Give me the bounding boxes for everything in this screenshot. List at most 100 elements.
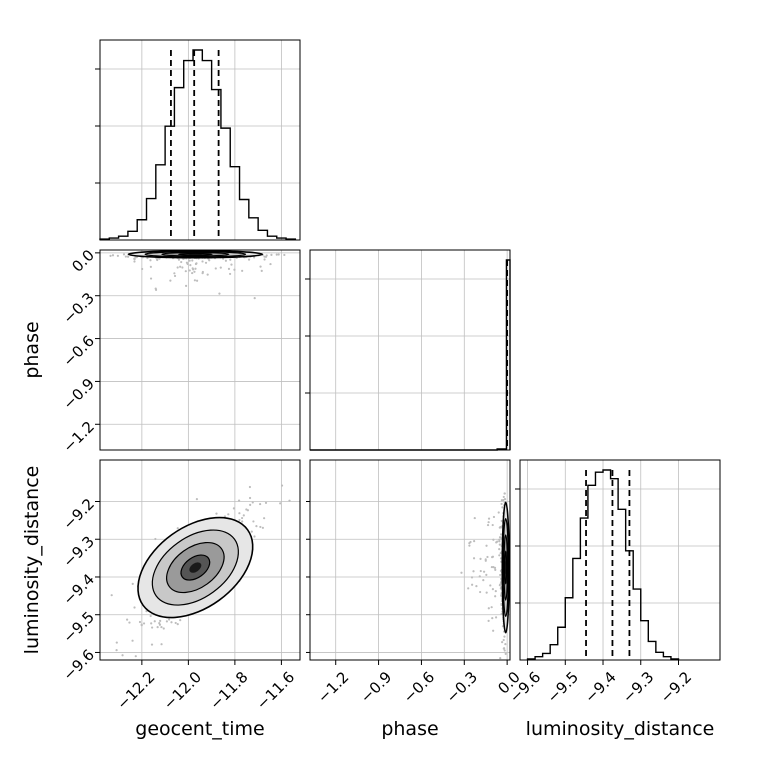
sample-point (179, 619, 182, 622)
sample-point (241, 269, 244, 272)
sample-point (238, 518, 241, 522)
density-phase-luminosity_distance (460, 492, 510, 660)
sample-point (167, 618, 171, 621)
sample-point (498, 543, 501, 546)
sample-point (482, 570, 486, 573)
sample-point (238, 512, 241, 515)
sample-point (252, 520, 255, 523)
panel-phase-luminosity_distance (309, 459, 511, 661)
sample-point (482, 579, 485, 582)
sample-point (126, 618, 129, 621)
sample-point (485, 544, 488, 547)
sample-point (498, 536, 502, 539)
sample-point (280, 484, 284, 487)
y-tick-label: 0.0 (68, 246, 98, 276)
sample-point (141, 267, 144, 271)
y-tick-label: −0.3 (60, 289, 98, 327)
sample-point (228, 272, 232, 276)
sample-point (169, 279, 172, 282)
sample-point (487, 517, 491, 520)
x-tick-label: −9.4 (581, 668, 619, 706)
sample-point (490, 606, 493, 609)
sample-point (95, 254, 97, 256)
sample-point (500, 594, 503, 597)
sample-point (498, 538, 501, 541)
x-tick-label: −0.6 (400, 668, 438, 706)
sample-point (174, 621, 177, 625)
sample-point (501, 641, 504, 644)
sample-point (499, 573, 502, 577)
sample-point (224, 259, 228, 262)
sample-point (111, 254, 115, 257)
panel-hist-phase (309, 249, 511, 451)
y-tick-label: −9.5 (60, 608, 98, 646)
sample-point (116, 254, 119, 257)
sample-point (253, 297, 256, 300)
sample-point (250, 530, 253, 533)
sample-point (503, 492, 506, 495)
sample-point (460, 571, 463, 574)
sample-point (140, 624, 143, 627)
y-tick-label: −9.3 (60, 533, 98, 571)
sample-point (208, 259, 211, 262)
sample-point (468, 544, 471, 547)
sample-point (194, 267, 197, 270)
sample-point (499, 583, 502, 586)
sample-point (184, 270, 187, 273)
sample-point (288, 499, 291, 502)
sample-point (270, 253, 273, 256)
sample-point (468, 541, 471, 545)
sample-point (233, 268, 236, 271)
sample-point (260, 269, 263, 272)
sample-point (498, 526, 501, 529)
sample-point (472, 557, 476, 560)
sample-point (484, 558, 487, 561)
sample-point (485, 573, 488, 576)
sample-point (115, 641, 118, 644)
sample-point (142, 622, 146, 625)
sample-point (247, 258, 251, 261)
sample-point (131, 639, 134, 642)
sample-point (229, 258, 232, 261)
sample-point (246, 509, 250, 512)
sample-point (134, 655, 137, 658)
sample-point (191, 259, 194, 262)
panel-geocent_time-luminosity_distance (99, 459, 301, 661)
contour-level-4 (189, 562, 202, 573)
sample-point (149, 265, 152, 268)
sample-point (485, 591, 488, 594)
x-axis-label: phase (381, 718, 438, 740)
sample-point (473, 516, 476, 520)
y-axis-label: luminosity_distance (21, 466, 43, 655)
sample-point (188, 269, 191, 272)
y-tick-label: −0.9 (60, 375, 98, 413)
sample-point (109, 254, 112, 257)
sample-point (179, 265, 182, 268)
sample-point (487, 619, 490, 622)
sample-point (206, 273, 209, 276)
sample-point (232, 507, 236, 510)
sample-point (162, 627, 165, 630)
sample-point (219, 266, 222, 269)
sample-point (230, 263, 233, 266)
sample-point (491, 555, 495, 558)
sample-point (259, 265, 262, 268)
histogram-luminosity_distance (526, 469, 680, 660)
sample-point (492, 629, 495, 632)
sample-point (248, 485, 252, 489)
sample-point (472, 570, 475, 573)
sample-point (499, 587, 502, 590)
sample-point (493, 566, 497, 569)
sample-point (494, 568, 497, 571)
sample-point (479, 569, 482, 573)
sample-point (201, 260, 204, 263)
sample-point (214, 267, 217, 270)
sample-point (121, 654, 124, 657)
histogram-phase (310, 259, 511, 451)
y-tick-label: −9.6 (60, 646, 98, 684)
sample-point (176, 622, 179, 626)
sample-point (503, 635, 506, 638)
sample-point (126, 255, 130, 258)
sample-point (241, 520, 244, 523)
sample-point (149, 614, 152, 618)
